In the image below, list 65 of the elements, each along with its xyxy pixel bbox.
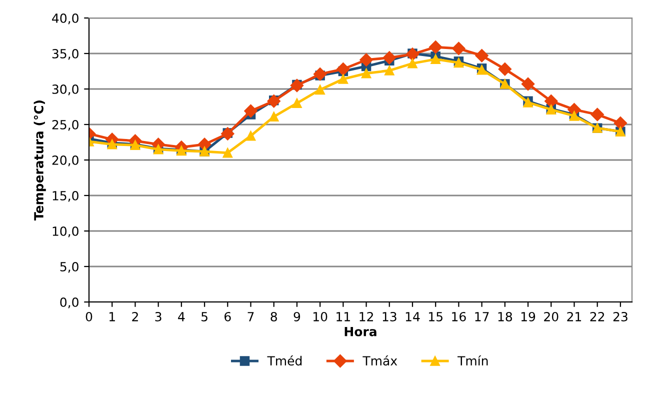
x-tick-label: 21 [567, 312, 582, 322]
point [475, 49, 488, 62]
x-tick-label: 2 [132, 312, 138, 322]
point [292, 98, 302, 108]
point [382, 51, 396, 64]
y-tick-label: 20,0 [52, 155, 78, 166]
point [430, 54, 440, 64]
point [408, 58, 418, 68]
y-tick-label: 15,0 [52, 190, 78, 202]
x-tick-label: 12 [360, 312, 373, 322]
x-tick-label: 0 [86, 312, 92, 322]
x-axis-title: Hora [344, 326, 376, 336]
y-tick-label: 25,0 [52, 120, 78, 131]
x-tick-label: 23 [613, 312, 628, 322]
x-tick-label: 7 [248, 312, 254, 322]
x-tick-label: 1 [110, 312, 115, 322]
x-tick-label: 3 [155, 312, 162, 322]
legend-label: Tmín [458, 355, 488, 366]
point [429, 40, 442, 54]
y-tick-label: 30,0 [52, 84, 78, 96]
point [246, 131, 256, 141]
y-axis-title: Temperatura (°C) [34, 100, 46, 220]
x-tick-label: 17 [475, 312, 489, 322]
y-tick-label: 0,0 [60, 297, 78, 308]
point [452, 42, 466, 56]
point [338, 74, 348, 84]
x-tick-label: 19 [521, 312, 536, 322]
x-tick-label: 13 [382, 312, 396, 322]
x-tick-label: 15 [429, 312, 442, 322]
point [590, 108, 604, 122]
point [267, 94, 280, 108]
x-tick-label: 5 [202, 312, 208, 322]
y-tick-label: 10,0 [52, 226, 78, 238]
point [384, 66, 394, 76]
point [222, 148, 232, 158]
point [544, 94, 558, 108]
y-tick-label: 35,0 [52, 48, 78, 60]
point [406, 48, 420, 61]
point [360, 53, 373, 66]
legend-label: Tmáx [362, 355, 398, 366]
x-tick-label: 11 [336, 312, 350, 322]
x-tick-label: 14 [406, 312, 420, 322]
y-tick-label: 5,0 [60, 262, 78, 273]
point [290, 78, 304, 92]
x-tick-label: 10 [313, 312, 328, 322]
x-tick-label: 16 [452, 312, 466, 322]
point [336, 62, 350, 76]
point [498, 62, 512, 76]
x-tick-label: 18 [498, 312, 512, 322]
point [614, 116, 628, 130]
legend-label: Tméd [267, 355, 302, 366]
point [361, 68, 372, 78]
x-tick-label: 9 [294, 312, 300, 322]
point [244, 104, 258, 118]
point [521, 77, 535, 91]
x-tick-label: 8 [270, 312, 277, 322]
point [313, 68, 327, 81]
point [315, 84, 325, 95]
point [221, 127, 234, 140]
x-tick-label: 4 [178, 312, 185, 322]
x-tick-label: 22 [590, 312, 604, 322]
x-tick-label: 6 [224, 312, 231, 322]
point [268, 112, 279, 122]
y-tick-label: 40,0 [52, 13, 78, 24]
x-tick-label: 20 [544, 312, 558, 322]
